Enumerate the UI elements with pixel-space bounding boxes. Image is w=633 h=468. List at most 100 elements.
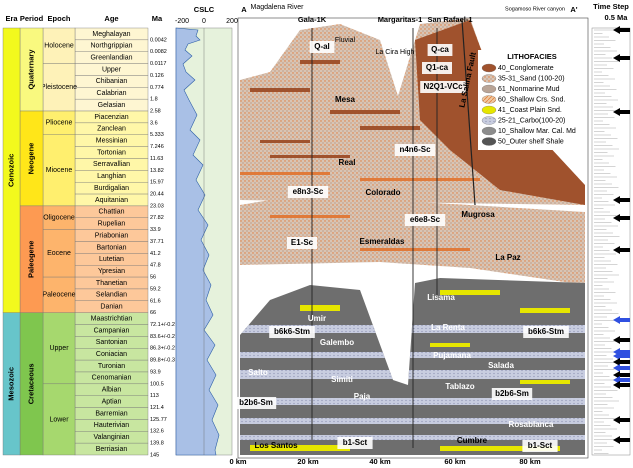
unit-label: Lisama [427,293,455,302]
epoch-cell [42,276,76,313]
unit-label: b1-Sct [528,441,553,450]
legend-swatch [481,74,497,83]
epoch-label: Oligocene [43,215,75,222]
age-ma: 132.6 [150,429,164,435]
label-box [522,440,558,452]
unit-label: b2b6-Sm [239,398,273,407]
legend-label: 40_Conglomerate [498,65,554,72]
epoch-cell [42,63,76,112]
timestep-arrow [613,376,630,384]
column-header: Ma [152,14,163,23]
distance-label: 0 km [229,457,246,466]
timestep-arrow [613,108,630,116]
age-ma: 100.5 [150,381,164,387]
cslc-tick: 200 [226,18,238,25]
label-box [523,326,569,338]
epoch-cell [42,312,76,385]
legend-label: 50_Outer shelf Shale [498,138,564,145]
middle-stripe [270,215,350,218]
column-header: Era [5,14,18,23]
label-box [404,214,446,226]
unit-label: Colorado [365,188,400,197]
age-ma: 139.8 [150,441,164,447]
epoch-label: Miocene [46,167,73,174]
distance-label: 60 km [444,457,466,466]
age-ma: 93.9 [150,369,161,375]
age-ma: 125.77 [150,417,167,423]
timestep-unit: 0.5 Ma [605,13,629,22]
unit-label: Pujamana [433,351,471,360]
epoch-label: Lower [49,416,69,423]
unit-label: Salada [488,361,514,370]
age-label: Aptian [102,398,122,405]
age-label: Rupelian [98,221,126,228]
unit-label: Q1-ca [426,63,449,72]
unit-label: Los Santos [254,441,298,450]
age-label: Meghalayan [92,31,130,38]
cross-section: A A' Magdalena River Sogamoso River canyon G… [229,4,589,466]
age-ma: 0.0117 [150,61,166,67]
age-label: Barremian [95,410,127,417]
age-label: Priabonian [95,232,129,239]
unit-label: La Cira High [376,49,415,56]
cslc-title: CSLC [194,5,215,14]
age-label: Messinian [96,138,128,145]
age-label: Calabrian [97,90,127,97]
age-label: Upper [102,66,122,73]
age-ma: 47.8 [150,263,161,269]
age-label: Bartonian [97,244,127,251]
unit-label: Esmeraldas [360,237,405,246]
label-box [337,437,373,449]
label-box [491,388,533,400]
timestep-arrow [613,364,630,372]
column-header: Period [20,14,44,23]
age-label: Chibanian [96,78,128,85]
age-label: Danian [100,304,122,311]
cslc-curve [175,27,220,456]
place-label: Sogamoso River canyon [505,6,565,12]
legend-title: LITHOFACIES [507,52,557,61]
age-ma: 0.0082 [150,49,167,55]
column-header: Age [104,14,118,23]
unit-label: Umir [308,314,326,323]
legend: LITHOFACIES 40_Conglomerate 35-31_Sand (10… [478,50,586,150]
unit-label: La Paz [495,253,520,262]
epoch-cell [42,134,76,207]
label-box [309,41,335,53]
well-label: Margaritas-1 [378,15,423,24]
timestep-arrow [613,196,630,204]
age-ma: 41.2 [150,251,161,257]
label-box [394,144,436,156]
age-label: Turonian [98,363,125,370]
unit-label: Q-ca [431,45,449,54]
label-box [287,186,329,198]
legend-swatch [481,105,497,115]
legend-swatch [481,126,497,136]
age-label: Berriasian [96,446,128,453]
timestep-arrow [613,54,630,62]
age-ma: 1.8 [150,97,158,103]
age-label: Maastrichtian [91,315,133,322]
unit-label: e6e8-Sc [410,215,441,224]
age-label: Hauterivian [94,422,130,429]
place-label: Magdalena River [251,4,305,11]
age-label: Burdigalian [94,185,129,192]
age-ma: 59.2 [150,286,161,292]
legend-label: 41_Coast Plain Snd. [498,107,562,114]
period-label: Paleogene [26,241,35,279]
era-label: Mesozoic [6,367,15,401]
unit-label: b6k6-Stm [274,327,310,336]
age-label: Tortonian [97,149,126,156]
age-ma: 145 [150,452,159,458]
unit-label: Cumbre [457,436,488,445]
age-ma: 0.126 [150,73,164,79]
unit-label: n4n6-Sc [399,145,431,154]
cslc-tick: 0 [202,18,206,25]
age-label: Coniacian [96,351,127,358]
epoch-label: Pliocene [46,120,73,127]
era-cell [2,312,21,456]
epoch-cell [42,229,76,278]
age-ma: 20.44 [150,192,164,198]
distance-label: 40 km [369,457,391,466]
unit-label: Rosablanca [509,420,554,429]
